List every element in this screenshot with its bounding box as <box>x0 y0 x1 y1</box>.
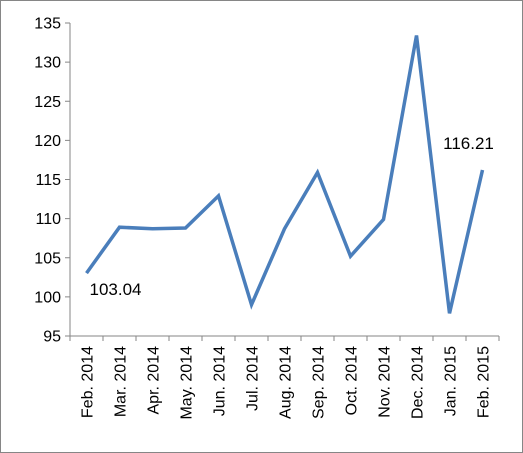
data-label: 103.04 <box>90 280 142 299</box>
x-tick-label: Jul. 2014 <box>245 346 262 411</box>
x-tick-label: Feb. 2015 <box>476 346 493 418</box>
y-tick-label: 95 <box>43 329 61 346</box>
x-tick-label: Dec. 2014 <box>410 346 427 419</box>
data-labels: 103.04 116.21 <box>90 134 494 299</box>
y-tick-label: 100 <box>34 289 61 306</box>
data-label: 116.21 <box>443 134 494 153</box>
y-tick-label: 105 <box>34 250 61 267</box>
series-line <box>85 35 485 314</box>
y-tick-label: 120 <box>34 133 61 150</box>
y-tick-label: 115 <box>35 172 61 189</box>
series <box>85 35 485 314</box>
x-tick-label: Aug. 2014 <box>278 346 295 419</box>
x-tick-label: Sep. 2014 <box>311 346 328 419</box>
y-axis: 95 100 105 110 115 120 125 130 135 <box>34 16 71 346</box>
x-tick-label: Jan. 2015 <box>443 346 460 416</box>
x-tick-label: Apr. 2014 <box>146 346 163 415</box>
x-axis: Feb. 2014 Mar. 2014 Apr. 2014 May. 2014 Jun.… <box>69 335 500 420</box>
y-tick-label: 125 <box>34 94 61 111</box>
x-tick-label: Mar. 2014 <box>113 346 130 417</box>
x-tick-label: Jun. 2014 <box>212 346 229 416</box>
x-tick-label: Oct. 2014 <box>344 346 361 415</box>
y-tick-label: 130 <box>34 55 61 72</box>
x-tick-label: Nov. 2014 <box>377 346 394 418</box>
y-tick-label: 110 <box>35 211 61 228</box>
x-tick-label: May. 2014 <box>179 346 196 420</box>
y-tick-label: 135 <box>34 16 61 33</box>
x-tick-label: Feb. 2014 <box>80 346 97 418</box>
